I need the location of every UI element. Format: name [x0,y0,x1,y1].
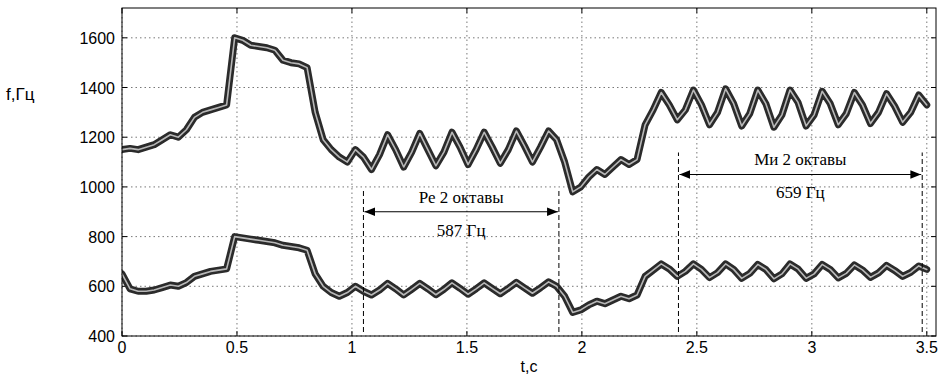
grid-line-x [236,8,237,336]
grid-line-y [122,286,936,287]
tick-label-x: 3 [807,339,816,356]
series-ridge-core [122,38,927,192]
tick-label-x: 0.5 [226,339,248,356]
annotation-arrow [679,174,921,175]
tick-x [236,8,237,13]
tick-x [466,8,467,13]
annotation-guide [558,190,559,332]
ticks: 0 0.5 1 1.5 2 2.5 3 3.5 400 600 800 1000 1200 1400 160… [79,8,938,356]
tick-x [351,331,352,336]
tick-label-y: 1400 [79,80,115,97]
series-ridge-core [122,237,927,313]
tick-label-y: 800 [88,229,115,246]
plot-background [122,8,936,336]
tick-label-x: 2 [577,339,586,356]
tick-x [581,8,582,13]
tick-label-x: 1 [347,339,356,356]
tick-label-x: 3.5 [916,339,938,356]
annotation-guide [678,152,679,332]
tick-y [122,236,127,237]
tick-y [122,137,127,138]
tick-x [926,331,927,336]
tick-y [931,286,936,287]
annotation-arrow [364,211,557,212]
tick-x [696,8,697,13]
annotation-subtext: 587 Гц [437,221,486,240]
tick-y [122,37,127,38]
grid-line-y [122,137,936,138]
tick-y [931,87,936,88]
tick-label-x: 1.5 [456,339,478,356]
tick-label-y: 600 [88,278,115,295]
tick-x [811,8,812,13]
grid-line-x [926,8,927,336]
axis-title-x: t,c [521,358,538,375]
series-group [122,38,927,313]
grid-line-x [581,8,582,336]
series-ridge [122,38,927,192]
tick-y [931,186,936,187]
tick-label-y: 1000 [79,179,115,196]
tick-x [236,331,237,336]
axis-title-y: f,Гц [6,85,35,104]
tick-label-y: 1600 [79,30,115,47]
tick-label-x: 2.5 [686,339,708,356]
tick-x [351,8,352,13]
grid-line-x [696,8,697,336]
tick-label-y: 400 [88,328,115,345]
tick-y [931,236,936,237]
chart: 0 0.5 1 1.5 2 2.5 3 3.5 400 600 800 1000 1200 1400 160… [0,0,950,380]
series-ridge [122,237,927,313]
tick-x [696,331,697,336]
annotation-text: Ми 2 октавы [754,150,847,169]
grid-line-y [122,87,936,88]
tick-x [581,331,582,336]
tick-y [122,186,127,187]
plot-frame [122,8,936,336]
annotation-guide [363,190,364,332]
annotation-text: Ре 2 октавы [419,188,505,207]
annotation-guide [922,152,923,332]
tick-label-y: 1200 [79,129,115,146]
grid-line-x [466,8,467,336]
tick-x [466,331,467,336]
grid [122,8,936,336]
grid-line-x [811,8,812,336]
tick-y [931,137,936,138]
annotations: Ре 2 октавы 587 Гц Ми 2 октавы 659 Гц [363,150,922,332]
tick-y [122,87,127,88]
tick-x [926,8,927,13]
tick-x [811,331,812,336]
annotation-subtext: 659 Гц [776,183,825,202]
tick-y [931,37,936,38]
tick-label-x: 0 [118,339,127,356]
